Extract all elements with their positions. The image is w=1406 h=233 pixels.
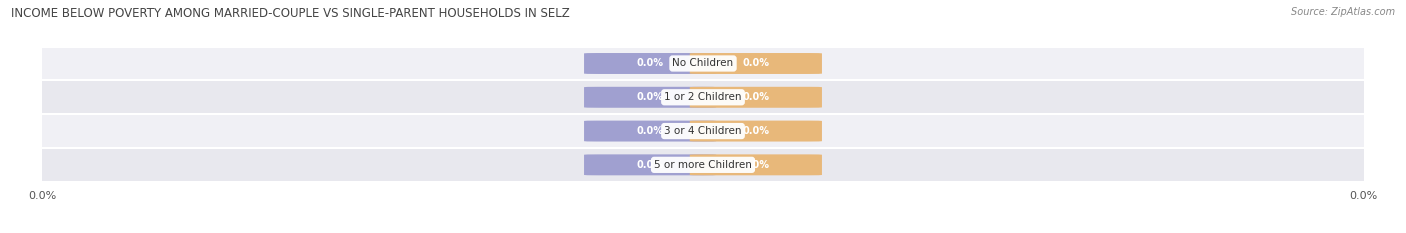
Bar: [42, 148, 1364, 182]
FancyBboxPatch shape: [690, 53, 823, 74]
Text: 5 or more Children: 5 or more Children: [654, 160, 752, 170]
Text: No Children: No Children: [672, 58, 734, 69]
FancyBboxPatch shape: [583, 53, 716, 74]
FancyBboxPatch shape: [690, 121, 823, 141]
Bar: [42, 114, 1364, 148]
Text: 0.0%: 0.0%: [742, 58, 769, 69]
Text: 0.0%: 0.0%: [637, 126, 664, 136]
Text: 0.0%: 0.0%: [637, 160, 664, 170]
Text: INCOME BELOW POVERTY AMONG MARRIED-COUPLE VS SINGLE-PARENT HOUSEHOLDS IN SELZ: INCOME BELOW POVERTY AMONG MARRIED-COUPL…: [11, 7, 569, 20]
FancyBboxPatch shape: [583, 154, 716, 175]
Text: Source: ZipAtlas.com: Source: ZipAtlas.com: [1291, 7, 1395, 17]
Bar: [42, 80, 1364, 114]
Text: 0.0%: 0.0%: [742, 160, 769, 170]
Text: 0.0%: 0.0%: [637, 92, 664, 102]
FancyBboxPatch shape: [690, 154, 823, 175]
Text: 0.0%: 0.0%: [742, 92, 769, 102]
Text: 0.0%: 0.0%: [742, 126, 769, 136]
FancyBboxPatch shape: [583, 121, 716, 141]
Bar: [42, 47, 1364, 80]
Text: 1 or 2 Children: 1 or 2 Children: [664, 92, 742, 102]
FancyBboxPatch shape: [690, 87, 823, 108]
Text: 3 or 4 Children: 3 or 4 Children: [664, 126, 742, 136]
FancyBboxPatch shape: [583, 87, 716, 108]
Text: 0.0%: 0.0%: [637, 58, 664, 69]
